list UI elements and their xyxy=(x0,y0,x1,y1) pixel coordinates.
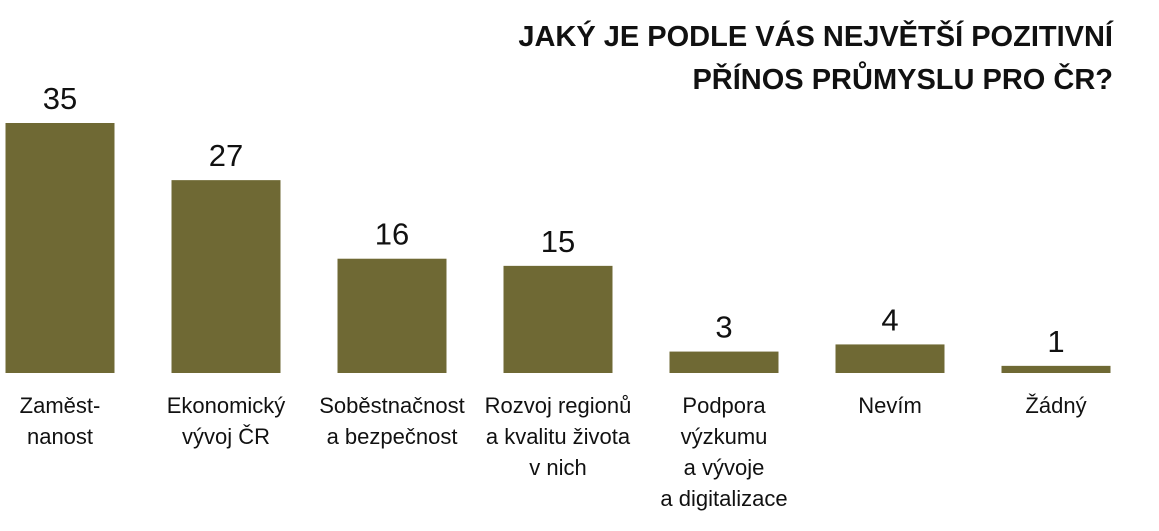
value-label: 1 xyxy=(1047,324,1064,359)
x-tick-label: výzkumu xyxy=(681,424,768,449)
value-label: 4 xyxy=(881,302,898,337)
bar xyxy=(171,180,281,373)
x-tick-label: a kvalitu života xyxy=(486,424,631,449)
chart-title: PŘÍNOS PRŮMYSLU PRO ČR? xyxy=(692,60,1113,96)
bar xyxy=(337,258,447,373)
bar xyxy=(669,351,779,373)
value-label: 16 xyxy=(375,217,409,252)
value-label: 3 xyxy=(715,310,732,345)
x-tick-label: a digitalizace xyxy=(660,486,787,511)
bar xyxy=(1001,365,1111,373)
x-tick-label: Zaměst- xyxy=(20,393,101,418)
x-tick-label: Nevím xyxy=(858,393,922,418)
value-label: 27 xyxy=(209,138,243,173)
x-tick-label: vývoj ČR xyxy=(182,424,270,449)
bar xyxy=(5,123,115,373)
bar xyxy=(503,265,613,373)
x-tick-label: Rozvoj regionů xyxy=(485,393,632,418)
x-tick-label: nanost xyxy=(27,424,93,449)
bar xyxy=(835,344,945,373)
x-tick-label: Ekonomický xyxy=(167,393,286,418)
x-tick-label: a bezpečnost xyxy=(327,424,458,449)
chart-title: JAKÝ JE PODLE VÁS NEJVĚTŠÍ POZITIVNÍ xyxy=(518,19,1114,53)
x-tick-label: Soběstnačnost xyxy=(319,393,465,418)
value-label: 15 xyxy=(541,224,575,259)
x-tick-label: v nich xyxy=(529,455,586,480)
x-tick-label: Podpora xyxy=(682,393,766,418)
value-label: 35 xyxy=(43,81,77,116)
x-tick-label: Žádný xyxy=(1025,393,1086,418)
x-tick-label: a vývoje xyxy=(684,455,765,480)
